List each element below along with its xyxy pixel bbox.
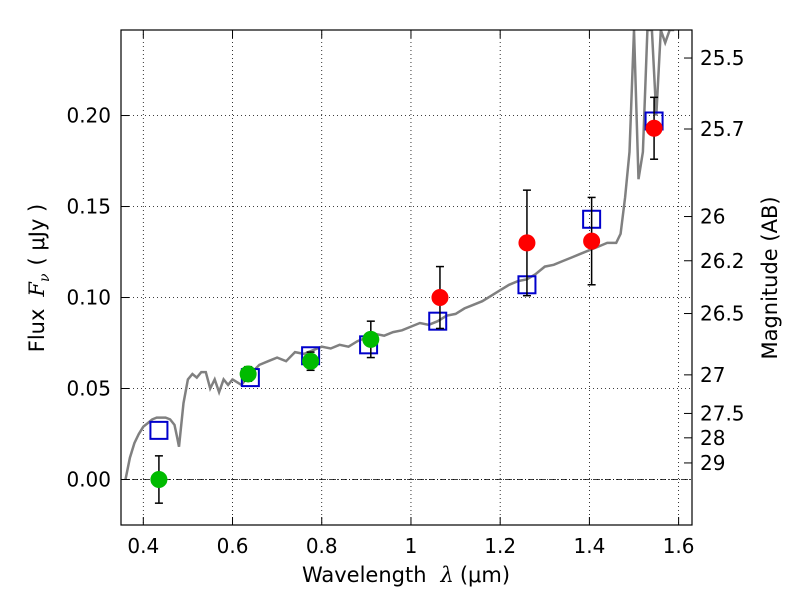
y2-tick-label: 27 (700, 363, 725, 387)
y2-tick-label: 27.5 (700, 401, 745, 425)
y2-tick-label: 29 (700, 451, 725, 475)
model-square-marker (149, 420, 169, 440)
model-square-marker (428, 311, 448, 331)
x-tick-label: 0.6 (217, 534, 249, 558)
y2-tick-label: 26 (700, 205, 725, 229)
y2-tick-label: 28 (700, 426, 725, 450)
x-tick-label: 1.4 (573, 534, 605, 558)
plot-frame (120, 29, 693, 526)
y-tick-label: 0.10 (66, 286, 111, 310)
observed-circle-marker (583, 232, 601, 250)
y-tick-label: 0.00 (66, 468, 111, 492)
y-tick-label: 0.20 (66, 104, 111, 128)
x-tick-label: 0.8 (306, 534, 338, 558)
y2-tick-label: 26.5 (700, 302, 745, 326)
observed-circle-marker (302, 352, 320, 370)
observed-circle-marker (431, 289, 449, 307)
x-tick-label: 1.2 (484, 534, 516, 558)
y-tick-label: 0.05 (66, 377, 111, 401)
data-markers (149, 96, 664, 504)
y-tick-label: 0.15 (66, 195, 111, 219)
x-axis-label: Wavelength λ (μm) (302, 563, 510, 587)
y-axis-label: FluxFν( μJy ) (25, 204, 53, 352)
grid (121, 30, 692, 525)
y2-tick-label: 26.2 (700, 249, 745, 273)
observed-circle-marker (645, 119, 663, 137)
y2-tick-label: 25.5 (700, 46, 745, 70)
x-tick-label: 0.4 (127, 534, 159, 558)
axis-ticks: 0.4 0.6 0.8 1 1.2 1.4 1.6 0.00 0.05 0.10 0.15 0.20 2… (66, 30, 745, 558)
observed-circle-marker (518, 234, 536, 252)
y2-axis-label: Magnitude (AB) (758, 196, 782, 359)
observed-circle-marker (150, 471, 168, 489)
x-tick-label: 1 (405, 534, 418, 558)
observed-circle-marker (239, 365, 257, 383)
plot-area (124, 30, 675, 504)
y2-tick-label: 25.7 (700, 117, 745, 141)
x-tick-label: 1.6 (663, 534, 695, 558)
observed-circle-marker (362, 330, 380, 348)
